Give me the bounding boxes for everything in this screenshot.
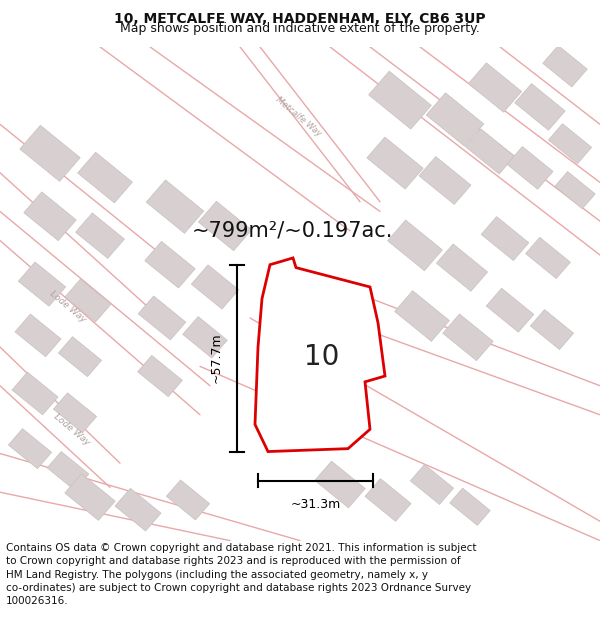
Polygon shape bbox=[20, 126, 80, 181]
Polygon shape bbox=[65, 474, 115, 521]
Polygon shape bbox=[199, 201, 251, 251]
Text: ~57.7m: ~57.7m bbox=[210, 333, 223, 384]
Polygon shape bbox=[8, 429, 52, 469]
Polygon shape bbox=[436, 244, 488, 291]
Text: Metcalfe Way: Metcalfe Way bbox=[274, 95, 322, 138]
Text: ~31.3m: ~31.3m bbox=[290, 498, 341, 511]
Polygon shape bbox=[530, 309, 574, 349]
Polygon shape bbox=[76, 213, 124, 258]
Polygon shape bbox=[365, 479, 411, 521]
Text: Map shows position and indicative extent of the property.: Map shows position and indicative extent… bbox=[120, 22, 480, 35]
Polygon shape bbox=[138, 296, 186, 340]
Polygon shape bbox=[410, 464, 454, 504]
Polygon shape bbox=[486, 288, 534, 332]
Polygon shape bbox=[315, 461, 365, 508]
Polygon shape bbox=[15, 314, 61, 357]
Polygon shape bbox=[450, 488, 490, 526]
Polygon shape bbox=[115, 488, 161, 531]
Polygon shape bbox=[137, 356, 182, 397]
Polygon shape bbox=[515, 84, 565, 130]
Polygon shape bbox=[426, 92, 484, 146]
Polygon shape bbox=[145, 241, 195, 288]
Polygon shape bbox=[543, 46, 587, 87]
Polygon shape bbox=[526, 238, 571, 279]
Polygon shape bbox=[77, 152, 133, 203]
Text: 10: 10 bbox=[304, 342, 340, 371]
Polygon shape bbox=[443, 314, 493, 361]
Polygon shape bbox=[507, 146, 553, 189]
Text: ~799m²/~0.197ac.: ~799m²/~0.197ac. bbox=[192, 221, 394, 241]
Polygon shape bbox=[58, 337, 101, 377]
Polygon shape bbox=[255, 258, 385, 451]
Polygon shape bbox=[12, 372, 58, 415]
Polygon shape bbox=[395, 291, 449, 341]
Text: Contains OS data © Crown copyright and database right 2021. This information is : Contains OS data © Crown copyright and d… bbox=[6, 543, 476, 606]
Polygon shape bbox=[419, 156, 471, 204]
Polygon shape bbox=[191, 265, 239, 309]
Polygon shape bbox=[53, 393, 97, 433]
Polygon shape bbox=[183, 317, 227, 358]
Text: Lode Way: Lode Way bbox=[52, 412, 92, 447]
Polygon shape bbox=[47, 451, 89, 490]
Text: 10, METCALFE WAY, HADDENHAM, ELY, CB6 3UP: 10, METCALFE WAY, HADDENHAM, ELY, CB6 3U… bbox=[114, 12, 486, 26]
Polygon shape bbox=[166, 480, 209, 520]
Polygon shape bbox=[367, 137, 423, 189]
Polygon shape bbox=[388, 220, 442, 271]
Polygon shape bbox=[466, 129, 515, 174]
Polygon shape bbox=[24, 192, 76, 241]
Polygon shape bbox=[548, 124, 592, 164]
Polygon shape bbox=[19, 262, 65, 306]
Polygon shape bbox=[555, 171, 595, 209]
Polygon shape bbox=[368, 71, 431, 129]
Polygon shape bbox=[469, 63, 521, 112]
Polygon shape bbox=[65, 279, 111, 322]
Polygon shape bbox=[481, 217, 529, 261]
Text: Lode Way: Lode Way bbox=[49, 289, 88, 324]
Polygon shape bbox=[146, 180, 204, 233]
